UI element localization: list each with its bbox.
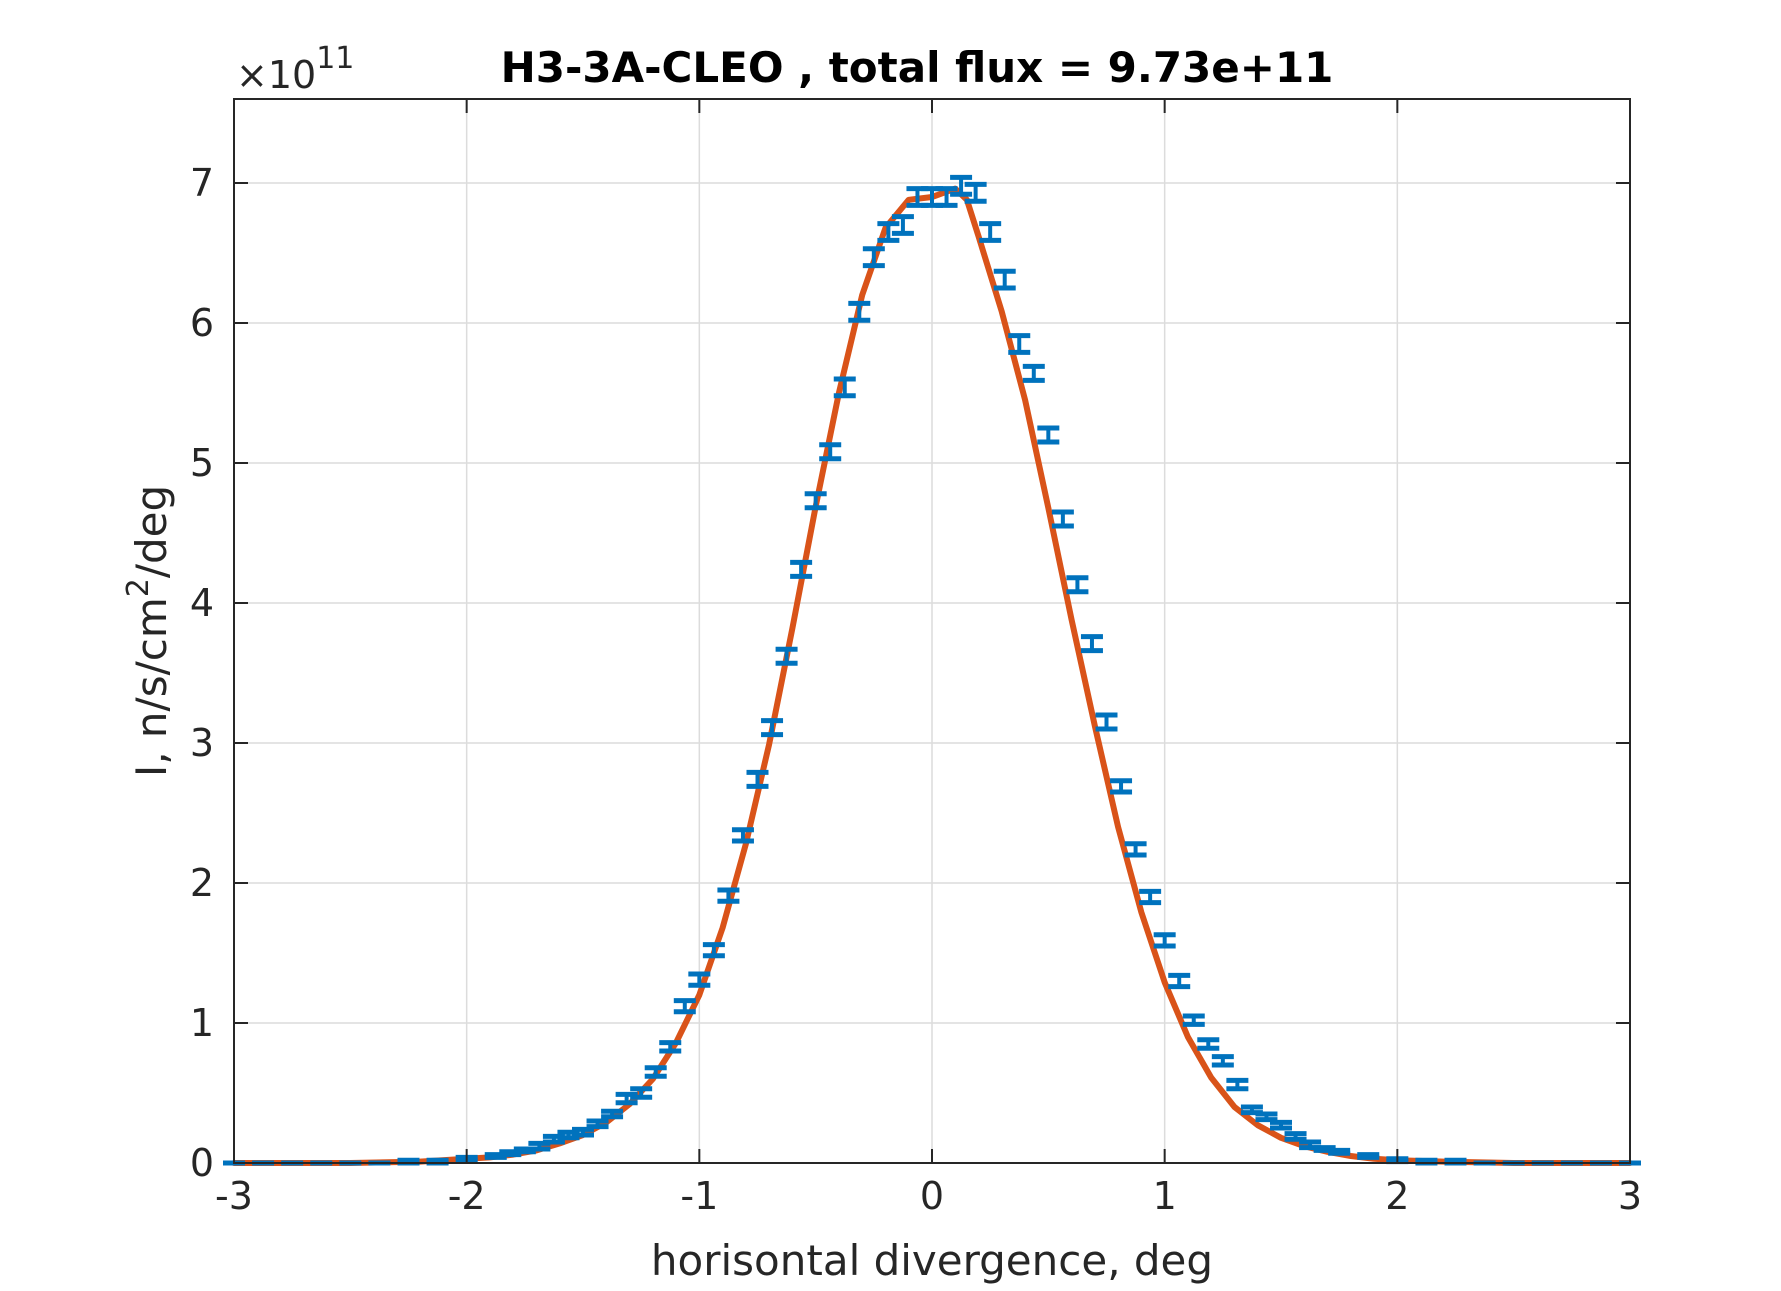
errorbar-point — [644, 1065, 667, 1079]
errorbar-point — [673, 998, 696, 1015]
errorbar-point — [1284, 1131, 1307, 1142]
errorbar-point — [1080, 634, 1103, 654]
errorbar-point — [1110, 778, 1133, 795]
x-tick-label: -2 — [448, 1174, 486, 1218]
y-tick-label: 3 — [190, 721, 214, 765]
errorbar-point — [746, 769, 769, 789]
errorbar-point — [1153, 932, 1176, 949]
errorbar-point — [1124, 841, 1147, 858]
errorbar-point — [1066, 575, 1089, 595]
errorbar-point — [848, 300, 871, 323]
errorbar-point — [790, 559, 813, 579]
errorbar-point — [877, 221, 900, 243]
x-axis-title: horisontal divergence, deg — [651, 1236, 1213, 1285]
x-tick-label: 1 — [1153, 1174, 1177, 1218]
y-exponent-label: ×1011 — [236, 41, 354, 97]
y-tick-label: 5 — [190, 441, 214, 485]
errorbar-point — [1008, 333, 1031, 355]
errorbar-point — [1139, 888, 1162, 906]
x-tick-label: -3 — [215, 1174, 253, 1218]
y-tick-label: 7 — [190, 161, 214, 205]
errorbar-point — [950, 174, 973, 197]
errorbar-point — [1037, 425, 1060, 445]
errorbar-point — [586, 1118, 609, 1130]
errorbar-point — [1357, 1152, 1380, 1160]
errorbar-point — [819, 442, 842, 462]
y-tick-label: 6 — [190, 301, 214, 345]
errorbar-point — [1255, 1111, 1278, 1123]
errorbar-point — [862, 246, 885, 269]
errorbar-point — [615, 1091, 638, 1106]
y-tick-label: 2 — [190, 861, 214, 905]
x-tick-label: 0 — [920, 1174, 944, 1218]
errorbar-point — [702, 942, 725, 959]
errorbar-point — [1168, 972, 1191, 990]
errorbar-point — [717, 887, 740, 904]
errorbar-point — [630, 1086, 653, 1100]
errorbar-point — [804, 491, 827, 511]
errorbar-point — [761, 718, 784, 738]
errorbar-point — [731, 827, 754, 844]
y-exponent-prefix: ×10 — [236, 53, 316, 97]
errorbar-point — [1270, 1119, 1292, 1131]
errorbar-point — [1095, 712, 1118, 732]
errorbar-point — [935, 186, 958, 208]
y-tick-label: 0 — [190, 1141, 214, 1185]
y-tick-label: 4 — [190, 581, 214, 625]
tick-marks — [233, 99, 1631, 1164]
errorbar-point — [1328, 1147, 1351, 1156]
x-tick-label: 2 — [1385, 1174, 1409, 1218]
errorbar-point — [833, 376, 856, 399]
x-tick-label: -1 — [680, 1174, 718, 1218]
errorbar-point — [572, 1126, 594, 1138]
y-axis-title: I, n/s/cm2/deg — [121, 485, 176, 777]
errorbar-point — [979, 221, 1002, 243]
errorbar-point — [1022, 363, 1045, 383]
errorbar-point — [993, 268, 1016, 291]
y-tick-label: 1 — [190, 1001, 214, 1045]
errorbar-point — [688, 971, 711, 988]
errorbar-point — [775, 646, 798, 666]
chart-title: H3-3A-CLEO , total flux = 9.73e+11 — [501, 43, 1334, 92]
errorbar-point — [601, 1108, 624, 1120]
y-axis-title-tail: /deg — [127, 485, 176, 578]
y-exponent-power: 11 — [316, 41, 354, 76]
errorbar-point — [557, 1129, 580, 1141]
errorbar-point — [1182, 1013, 1205, 1027]
y-tick-labels: 0 1 2 3 4 5 6 7 — [190, 161, 214, 1185]
errorbar-point — [1211, 1054, 1234, 1068]
y-axis-title-main: I, n/s/cm — [127, 597, 176, 777]
errorbar-point — [1197, 1037, 1220, 1051]
x-tick-labels: -3 -2 -1 0 1 2 3 — [215, 1174, 1642, 1218]
errorbar-point — [891, 214, 914, 236]
errorbar-point — [1051, 509, 1074, 529]
errorbar-point — [659, 1040, 682, 1054]
y-axis-title-superscript: 2 — [121, 578, 156, 597]
errorbar-point — [1226, 1077, 1249, 1092]
x-tick-label: 3 — [1618, 1174, 1642, 1218]
errorbar-point — [964, 181, 987, 204]
